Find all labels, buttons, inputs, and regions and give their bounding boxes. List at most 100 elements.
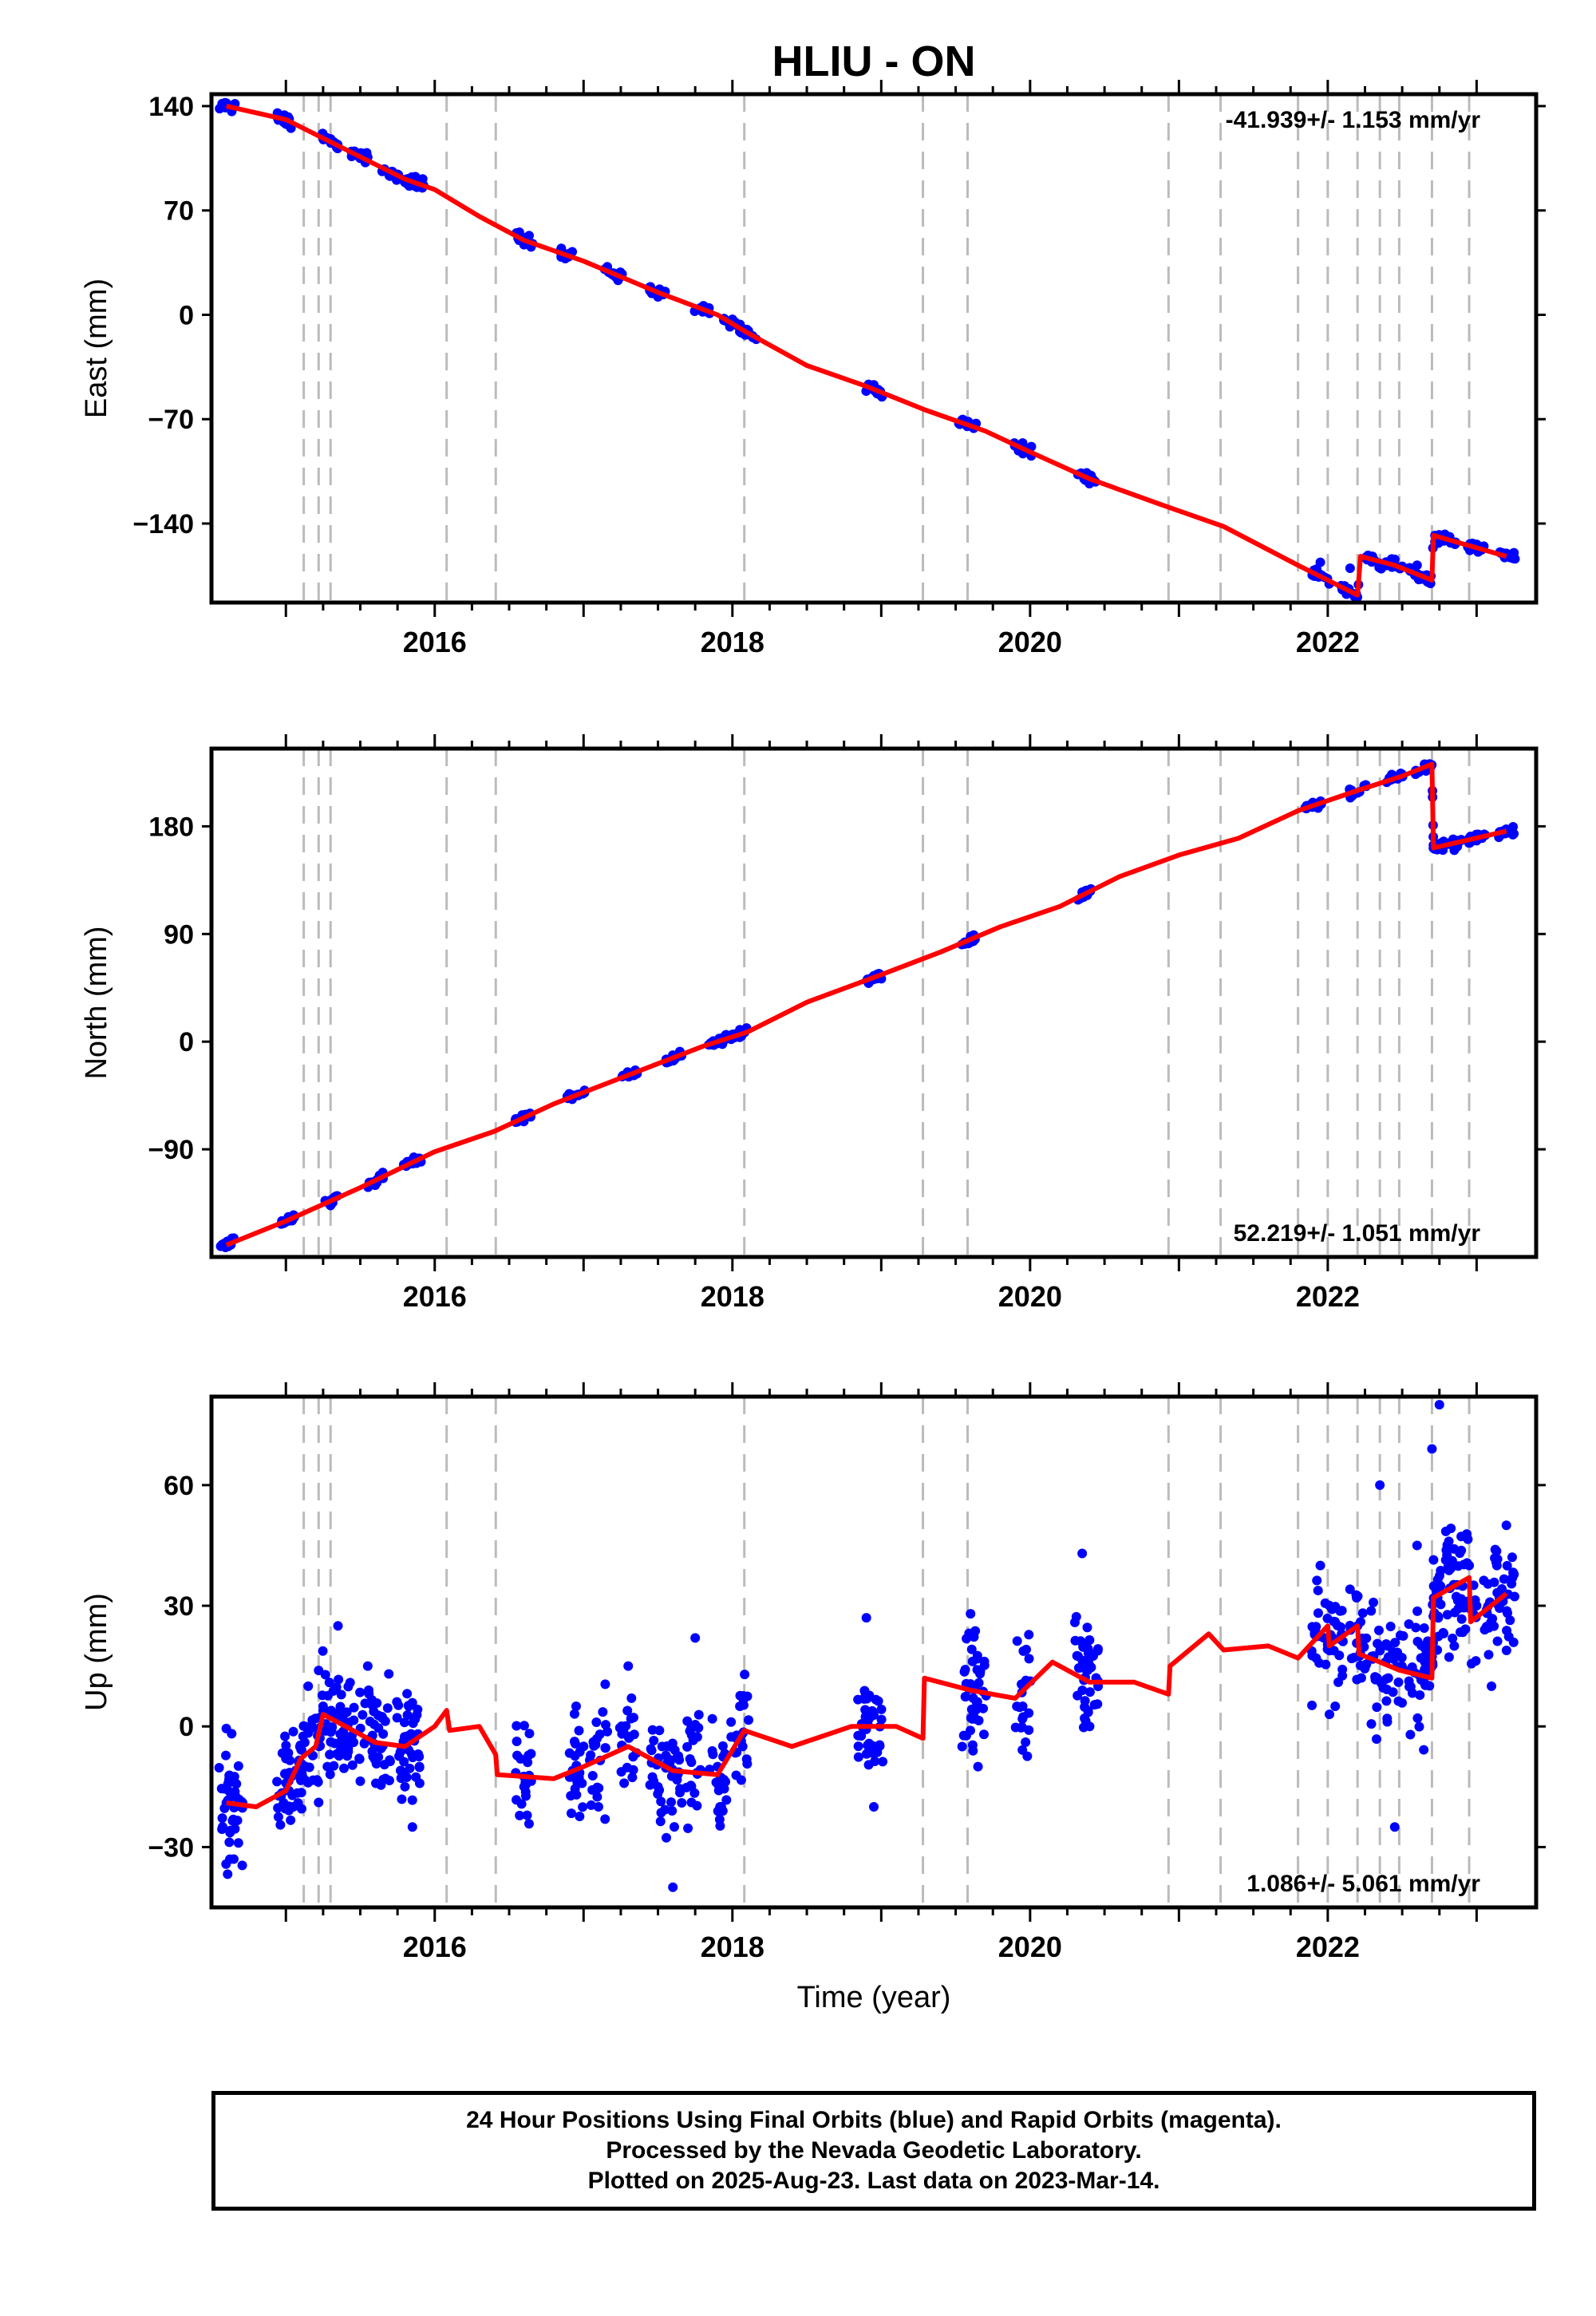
data-point xyxy=(1345,1584,1355,1595)
x-tick-label: 2018 xyxy=(701,1280,764,1313)
data-point xyxy=(1436,1599,1446,1610)
data-point xyxy=(690,1633,701,1643)
data-point xyxy=(856,1731,867,1741)
data-point xyxy=(1419,1678,1429,1688)
data-point xyxy=(515,1810,525,1820)
data-point xyxy=(660,1804,670,1815)
data-point xyxy=(327,1722,338,1733)
data-point xyxy=(325,1749,335,1760)
data-point xyxy=(1448,1633,1458,1643)
data-point xyxy=(972,1697,982,1707)
y-tick-label: 0 xyxy=(179,300,194,330)
data-point xyxy=(959,1666,970,1677)
data-point xyxy=(384,1669,394,1679)
footer-line-1: 24 Hour Positions Using Final Orbits (bl… xyxy=(466,2107,1282,2133)
data-point xyxy=(1412,1606,1423,1616)
data-point xyxy=(719,1774,729,1784)
data-point xyxy=(520,1787,531,1797)
data-point xyxy=(1080,1716,1091,1726)
data-point xyxy=(339,1763,350,1773)
data-point xyxy=(1449,1641,1460,1651)
data-point xyxy=(592,1792,602,1802)
data-point xyxy=(328,1686,338,1696)
x-tick-label: 2016 xyxy=(403,1931,467,1963)
data-point xyxy=(526,1749,536,1759)
data-point xyxy=(974,1678,984,1688)
data-point xyxy=(347,1760,358,1770)
data-point xyxy=(1311,1653,1321,1663)
data-point xyxy=(221,1750,231,1761)
data-point xyxy=(225,1828,235,1838)
data-point xyxy=(1509,828,1519,839)
y-axis-label: Up (mm) xyxy=(80,1593,113,1711)
data-point xyxy=(662,1832,672,1843)
y-tick-label: 90 xyxy=(164,919,194,950)
data-point xyxy=(1092,1644,1103,1654)
data-point xyxy=(1419,1745,1429,1755)
data-point xyxy=(686,1730,697,1741)
up-panel: 60 30 0 −30 2016 2018 2020 2022 Up (mm) 1.086+/- … xyxy=(80,1382,1546,1963)
data-point xyxy=(669,1822,679,1832)
data-point xyxy=(591,1717,602,1727)
data-point xyxy=(1428,1581,1439,1591)
data-point xyxy=(1369,1597,1379,1607)
data-point xyxy=(1404,1682,1415,1692)
y-tick-label: −90 xyxy=(148,1135,194,1165)
data-point xyxy=(1432,1645,1443,1655)
data-point xyxy=(978,1703,989,1713)
data-point xyxy=(324,1678,334,1688)
data-point xyxy=(349,1702,359,1713)
data-point xyxy=(1398,1630,1408,1641)
data-point xyxy=(378,1729,389,1739)
data-point xyxy=(587,1771,598,1781)
data-point xyxy=(973,1761,983,1772)
x-tick-label: 2020 xyxy=(998,1931,1062,1963)
data-point xyxy=(335,1701,346,1712)
data-point xyxy=(1420,1657,1430,1667)
data-point xyxy=(960,1691,970,1701)
data-point xyxy=(967,1740,978,1750)
data-point xyxy=(1018,1646,1029,1656)
data-point xyxy=(861,1613,871,1623)
data-point xyxy=(336,1690,346,1700)
north-panel: 180 90 0 −90 2016 2018 2020 2022 North (mm) 52.21… xyxy=(80,734,1546,1313)
data-point xyxy=(708,1749,718,1760)
data-point xyxy=(1082,1622,1092,1633)
data-point xyxy=(853,1752,863,1762)
data-point xyxy=(522,1810,532,1820)
data-point xyxy=(1359,1642,1369,1652)
data-point xyxy=(217,1813,227,1824)
y-tick-label: −140 xyxy=(132,509,194,539)
data-point xyxy=(622,1762,632,1773)
data-point xyxy=(1372,1702,1382,1713)
data-point xyxy=(969,1632,979,1642)
data-point xyxy=(1346,1654,1357,1664)
data-point xyxy=(566,1808,576,1819)
data-point xyxy=(654,1725,665,1736)
data-point xyxy=(589,1741,599,1751)
data-point xyxy=(666,1797,677,1808)
data-point xyxy=(1357,1608,1368,1618)
data-point xyxy=(355,1776,365,1786)
data-point xyxy=(295,1740,306,1750)
data-point xyxy=(221,1723,231,1733)
data-point xyxy=(1021,1737,1031,1748)
y-tick-label: 180 xyxy=(148,812,194,842)
data-point xyxy=(621,1721,631,1731)
data-point xyxy=(600,1814,610,1824)
data-point xyxy=(619,1778,630,1788)
data-point xyxy=(962,1634,972,1644)
data-point xyxy=(715,1820,725,1831)
data-point xyxy=(690,1720,701,1730)
data-point xyxy=(237,1860,247,1871)
plot-frame xyxy=(209,1394,1539,1910)
data-point xyxy=(869,1710,879,1721)
data-point xyxy=(221,1859,231,1869)
data-point xyxy=(1462,1558,1472,1568)
data-point xyxy=(1388,1646,1398,1657)
data-point xyxy=(231,1779,242,1789)
data-point xyxy=(376,1743,386,1753)
data-point xyxy=(296,1788,306,1798)
data-point xyxy=(586,1800,596,1810)
data-point xyxy=(1389,1822,1400,1832)
